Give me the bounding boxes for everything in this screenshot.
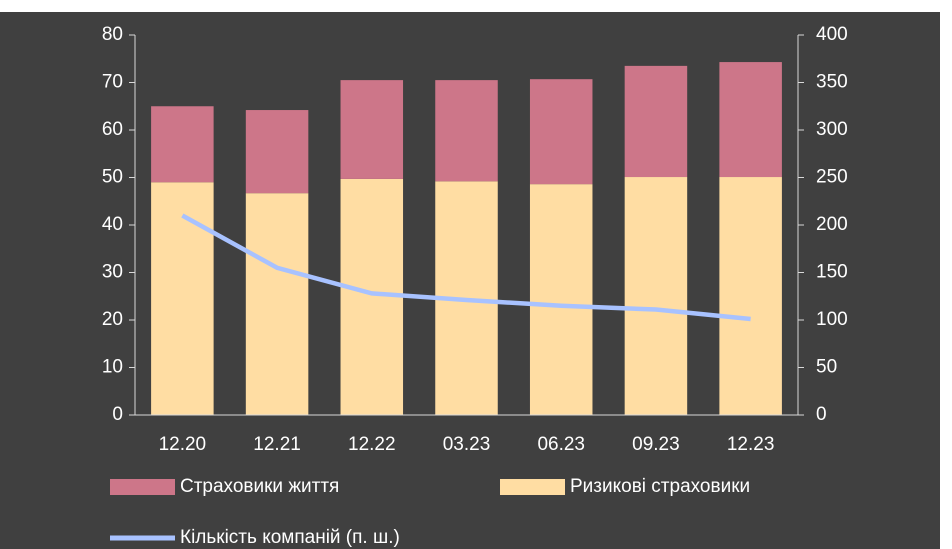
bar bbox=[245, 193, 309, 415]
x-tick-label: 06.23 bbox=[537, 434, 585, 455]
bar bbox=[719, 62, 782, 178]
y2-tick-label: 50 bbox=[816, 357, 837, 378]
y-tick-label: 10 bbox=[102, 357, 123, 378]
legend-label: Ризикові страховики bbox=[570, 476, 750, 497]
y2-tick-label: 300 bbox=[816, 119, 848, 140]
line-series bbox=[181, 213, 751, 322]
y-tick-label: 20 bbox=[102, 309, 123, 330]
legend-swatch bbox=[110, 479, 175, 495]
y2-tick-label: 0 bbox=[816, 404, 827, 425]
x-tick-label: 03.23 bbox=[443, 434, 491, 455]
x-tick-label: 12.21 bbox=[253, 434, 301, 455]
y2-tick-label: 250 bbox=[816, 167, 848, 188]
y2-tick-label: 200 bbox=[816, 214, 848, 235]
bar bbox=[151, 106, 214, 183]
y2-tick-label: 400 bbox=[816, 24, 848, 45]
bar bbox=[624, 177, 688, 415]
y-tick-label: 60 bbox=[102, 119, 123, 140]
y-tick-label: 50 bbox=[102, 167, 123, 188]
x-tick-label: 12.23 bbox=[727, 434, 775, 455]
y2-tick-label: 150 bbox=[816, 262, 848, 283]
y-tick-label: 80 bbox=[102, 24, 123, 45]
bar bbox=[529, 79, 593, 185]
bar bbox=[529, 184, 593, 415]
legend-label: Страховики життя bbox=[180, 476, 339, 497]
bar bbox=[719, 177, 782, 415]
y-tick-label: 0 bbox=[112, 404, 123, 425]
bar bbox=[624, 65, 688, 178]
bar bbox=[435, 80, 498, 182]
y2-tick-label: 350 bbox=[816, 72, 848, 93]
x-tick-label: 12.20 bbox=[159, 434, 207, 455]
bar bbox=[245, 110, 309, 194]
x-tick-label: 09.23 bbox=[632, 434, 680, 455]
y-tick-label: 70 bbox=[102, 72, 123, 93]
y-tick-label: 30 bbox=[102, 262, 123, 283]
y2-tick-label: 100 bbox=[816, 309, 848, 330]
bar bbox=[340, 80, 404, 179]
bar bbox=[151, 182, 214, 415]
x-tick-label: 12.22 bbox=[348, 434, 396, 455]
legend-label: Кількість компаній (п. ш.) bbox=[180, 527, 400, 548]
legend-swatch bbox=[500, 479, 565, 495]
y-tick-label: 40 bbox=[102, 214, 123, 235]
